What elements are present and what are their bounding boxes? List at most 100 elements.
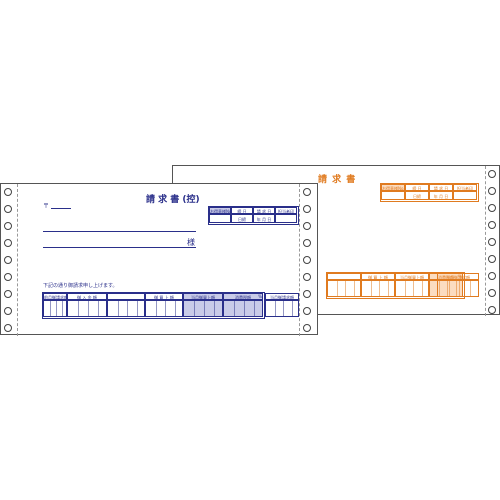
digit-divider — [62, 301, 63, 316]
info-header: 請 求 日 — [253, 207, 275, 214]
digit-divider — [438, 281, 440, 296]
info-header: 締 日 — [231, 207, 253, 214]
summary-cell — [361, 280, 395, 297]
summary-header: 当月御買上額 — [183, 293, 223, 300]
info-header: 担当者印 — [453, 184, 477, 191]
digit-divider — [421, 281, 423, 296]
info-cell — [253, 214, 275, 223]
digit-divider — [254, 301, 255, 316]
digit-divider — [56, 301, 57, 316]
digit-divider — [155, 301, 157, 316]
digit-divider — [336, 281, 338, 296]
summary-border — [326, 272, 465, 299]
pin-hole — [4, 222, 12, 230]
info-cell — [429, 191, 453, 200]
summary-header: 御 買 上 額 — [145, 293, 183, 300]
summary-cell — [183, 300, 223, 317]
pin-hole — [4, 239, 12, 247]
digit-divider — [353, 281, 355, 296]
info-border — [208, 206, 299, 225]
digit-divider — [448, 281, 450, 296]
summary-cell — [145, 300, 183, 317]
digit-divider — [244, 301, 245, 316]
pin-hole — [488, 204, 496, 212]
info-cell — [453, 191, 477, 200]
digit-divider — [50, 301, 51, 316]
digit-divider — [455, 281, 457, 296]
digit-divider — [136, 301, 138, 316]
title: 請 求 書 (控) — [146, 195, 200, 205]
pin-hole — [4, 324, 12, 332]
pin-hole — [303, 324, 311, 332]
info-value: 年 月 日 — [256, 217, 272, 222]
digit-divider — [204, 301, 205, 316]
info-cell — [381, 191, 405, 200]
digit-divider — [387, 281, 389, 296]
pin-hole — [488, 306, 496, 314]
info-header: 請 求 日 — [429, 184, 453, 191]
info-value: 日締 — [413, 194, 421, 199]
info-header: 担当者印 — [275, 207, 297, 214]
summary-border — [42, 292, 265, 319]
info-border — [380, 183, 479, 202]
tax-unit: % — [258, 294, 262, 299]
summary-header: 消費税額 — [223, 293, 263, 300]
total-header: 当月御請求額 — [437, 273, 479, 280]
pin-hole — [488, 255, 496, 263]
summary-cell — [223, 300, 263, 317]
digit-divider — [234, 301, 235, 316]
summary-header: 御 買 上 額 — [361, 273, 395, 280]
postal-mark: 〒 — [43, 203, 50, 210]
pin-hole — [488, 272, 496, 280]
info-cell — [231, 214, 253, 223]
postal-line — [51, 208, 71, 209]
honorific: 様 — [187, 238, 195, 247]
title: 請 求 書 — [318, 175, 357, 185]
pin-hole — [488, 170, 496, 178]
digit-divider — [283, 301, 284, 316]
digit-divider — [370, 281, 372, 296]
digit-divider — [447, 281, 448, 296]
info-value: 日締 — [238, 217, 246, 222]
digit-divider — [469, 281, 471, 296]
info-header: お得意様No. — [381, 184, 405, 191]
summary-cell — [67, 300, 107, 317]
digit-divider — [291, 301, 293, 316]
pin-hole — [488, 187, 496, 195]
pin-hole — [303, 290, 311, 298]
total-cell — [437, 280, 479, 297]
digit-divider — [413, 281, 414, 296]
pin-hole — [4, 188, 12, 196]
digit-divider — [127, 301, 128, 316]
pin-hole — [488, 289, 496, 297]
pin-hole — [303, 222, 311, 230]
summary-cell — [327, 280, 361, 297]
message: 下記の通り御請求申し上げます。 — [43, 283, 118, 289]
digit-divider — [88, 301, 89, 316]
summary-header: 御 入 金 額 — [67, 293, 107, 300]
summary-header — [327, 273, 361, 280]
name-line — [43, 247, 196, 248]
digit-divider — [194, 301, 195, 316]
digit-divider — [214, 301, 215, 316]
perforation — [17, 184, 18, 336]
digit-divider — [345, 281, 346, 296]
digit-divider — [78, 301, 79, 316]
summary-header: 当月御買上額 — [395, 273, 429, 280]
digit-divider — [165, 301, 166, 316]
pin-hole — [303, 205, 311, 213]
pin-hole — [488, 221, 496, 229]
pin-hole — [4, 290, 12, 298]
pin-hole — [4, 205, 12, 213]
perforation — [299, 184, 300, 336]
info-header: お得意様No. — [209, 207, 231, 214]
info-cell — [405, 191, 429, 200]
info-value: 年 月 日 — [433, 194, 449, 199]
info-cell — [275, 214, 297, 223]
summary-cell — [107, 300, 145, 317]
digit-divider — [379, 281, 380, 296]
pin-hole — [303, 188, 311, 196]
digit-divider — [174, 301, 176, 316]
digit-divider — [459, 281, 460, 296]
